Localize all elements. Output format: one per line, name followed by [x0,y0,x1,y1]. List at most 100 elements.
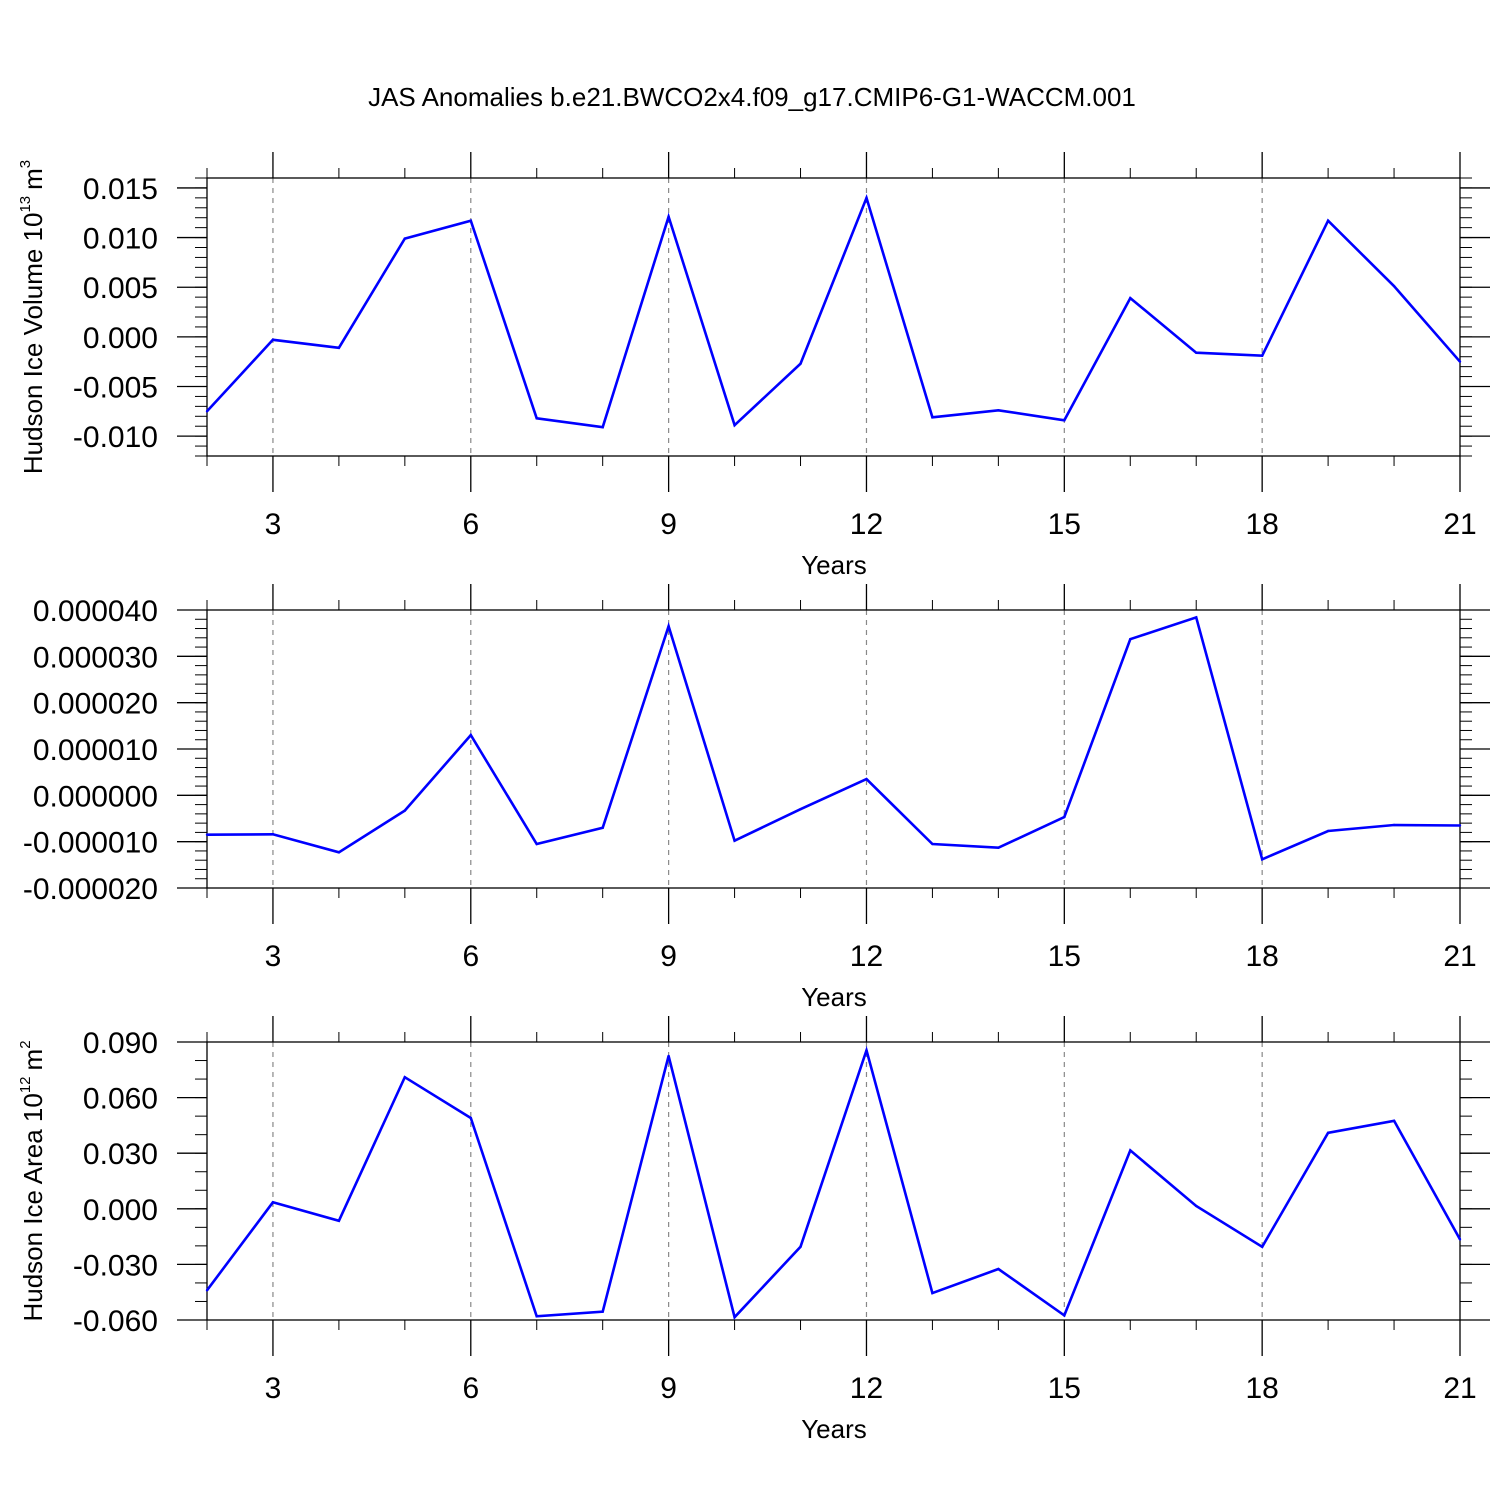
data-point [469,733,472,737]
x-tick-label: 12 [850,1372,883,1405]
data-point [1458,824,1462,827]
data-point [1063,1314,1066,1317]
x-tick-label: 15 [1048,1372,1081,1405]
y-tick-label: 0.000 [83,322,158,355]
x-tick-label: 21 [1443,1372,1476,1405]
data-point [1195,351,1198,354]
data-point [271,1201,275,1204]
panel-1: 3 6 9 12 15 18 21 -0.010 -0.005 0.000 0.005 0.010 0.… [17,152,1490,580]
data-point [205,833,209,836]
y-tick-label: -0.010 [73,421,158,454]
data-point [865,196,868,200]
data-point [205,410,209,413]
y-axis-label-text: Hudson Ice Volume 10 [18,213,48,475]
data-point [799,1245,802,1248]
data-point [1195,1204,1198,1208]
data-point [601,826,604,829]
x-tick-label: 9 [660,940,677,973]
data-point [865,777,868,781]
x-tick-label: 3 [265,508,282,541]
y-tick-label: 0.000 [83,1194,158,1227]
data-point [1260,1245,1264,1248]
data-point [997,846,1000,849]
y-tick-label: 0.010 [83,223,158,256]
data-point [997,409,1000,412]
x-axis-label: Years [801,982,867,1012]
series-line [206,193,1461,429]
data-point [1326,219,1330,222]
data-point [403,1076,407,1079]
y-tick-label: 0.005 [83,272,158,305]
y-axis-label-unit: m [18,168,48,190]
data-point [535,417,538,420]
figure-title: JAS Anomalies b.e21.BWCO2x4.f09_g17.CMIP… [368,82,1136,112]
x-axis-label: Years [801,550,867,580]
data-point [865,1049,868,1052]
data-point [469,1116,472,1120]
y-tick-label: 0.000020 [33,688,158,721]
data-point [601,1310,604,1313]
y-axis-label-exponent: 13 [17,196,34,213]
data-point [1458,360,1462,363]
data-point [931,1291,934,1295]
y-tick-label: -0.000010 [23,827,158,860]
x-tick-label: 6 [462,508,479,541]
data-point [799,808,802,811]
data-point [271,338,275,342]
data-point [337,1219,341,1223]
y-tick-label: -0.030 [73,1249,158,1282]
y-tick-label: 0.060 [83,1083,158,1116]
data-point [733,839,736,842]
plot-frame [206,177,1461,457]
data-point [1195,616,1198,619]
y-axis-label-unit-exponent: 3 [17,160,34,168]
y-tick-label: -0.000020 [23,873,158,906]
x-tick-label: 6 [462,940,479,973]
series-line [206,615,1461,862]
data-point [469,219,472,222]
data-point [667,1054,670,1058]
plot-frame [206,1041,1461,1321]
panel-2: 3 6 9 12 15 18 21 -0.000020 -0.000010 0.000000 0.0… [23,584,1490,1012]
x-tick-label: 18 [1245,940,1278,973]
y-tick-label: 0.000030 [33,641,158,674]
data-point [667,215,670,218]
y-tick-label: 0.015 [83,173,158,206]
plot-frame [206,609,1461,889]
x-tick-label: 21 [1443,940,1476,973]
data-point [337,851,341,854]
x-tick-label: 6 [462,1372,479,1405]
y-tick-label: -0.060 [73,1305,158,1338]
data-point [733,424,736,427]
data-point [1458,1238,1462,1241]
data-point [403,809,407,812]
y-axis-label-text: Hudson Ice Area 10 [18,1093,48,1321]
y-tick-label: 0.030 [83,1138,158,1171]
y-axis-label-exponent: 12 [17,1076,34,1093]
series-line [205,1045,1462,1320]
data-point [667,625,670,628]
y-tick-label: 0.000000 [33,780,158,813]
data-point [799,362,802,365]
x-tick-label: 9 [660,1372,677,1405]
data-point [1392,1119,1396,1122]
data-point [535,842,538,846]
y-tick-label: -0.005 [73,372,158,405]
x-tick-label: 18 [1245,508,1278,541]
y-axis-label: Hudson Ice Volume 1013 m3 [17,160,48,474]
data-point [1129,1149,1132,1152]
data-point [1392,285,1396,288]
data-point [403,237,407,240]
data-point [1260,354,1264,357]
x-tick-label: 9 [660,508,677,541]
x-tick-label: 3 [265,940,282,973]
data-point [535,1315,538,1318]
x-tick-label: 21 [1443,508,1476,541]
data-point [205,1289,209,1292]
y-tick-label: 0.090 [83,1027,158,1060]
data-point [1326,829,1330,833]
data-point [1260,858,1264,861]
data-point [733,1316,736,1319]
data-point [1392,823,1396,827]
